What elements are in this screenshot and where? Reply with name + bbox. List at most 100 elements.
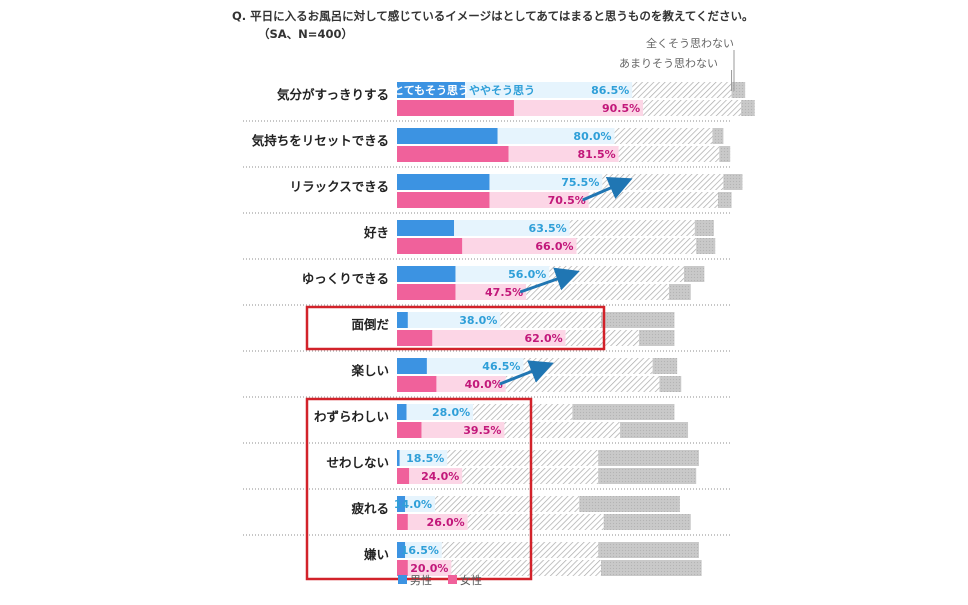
male-agree-total-label: 18.5% xyxy=(406,452,444,465)
male-agree-total-label: 16.5% xyxy=(401,544,439,557)
female-bar-not-at-all xyxy=(620,422,689,438)
male-bar-not-at-all xyxy=(598,450,699,466)
male-bar-very xyxy=(397,358,427,374)
male-bar-somewhat xyxy=(406,404,474,420)
male-bar-very xyxy=(397,450,400,466)
male-bar-very xyxy=(397,496,406,512)
female-agree-total-label: 40.0% xyxy=(465,378,503,391)
female-agree-total-label: 90.5% xyxy=(602,102,640,115)
male-bar-somewhat xyxy=(426,358,524,374)
trend-arrow xyxy=(582,176,633,202)
female-bar-not-at-all xyxy=(669,284,691,300)
category-label: 嫌い xyxy=(363,547,389,562)
male-bar-not-at-all xyxy=(579,496,680,512)
male-bar-not-at-all xyxy=(694,220,714,236)
male-bar-not-much xyxy=(632,82,732,98)
male-agree-total-label: 14.0% xyxy=(394,498,432,511)
female-agree-total-label: 66.0% xyxy=(535,240,573,253)
male-bar-somewhat xyxy=(497,128,615,144)
legend-label-female: 女性 xyxy=(460,573,482,587)
male-bar-very xyxy=(397,82,465,98)
male-bar-very xyxy=(397,174,490,190)
male-bar-very xyxy=(397,220,455,236)
category-label: 疲れる xyxy=(351,501,389,516)
male-agree-total-label: 46.5% xyxy=(482,360,520,373)
male-bar-not-much xyxy=(441,542,599,558)
female-bar-very xyxy=(397,192,490,208)
male-bar-somewhat xyxy=(407,312,501,328)
highlight-box xyxy=(305,305,606,351)
female-bar-somewhat xyxy=(407,560,452,576)
female-agree-total-label: 20.0% xyxy=(410,562,448,575)
female-bar-very xyxy=(397,100,514,116)
female-bar-not-much xyxy=(526,284,669,300)
male-bar-not-at-all xyxy=(683,266,705,282)
male-agree-total-label: 75.5% xyxy=(561,176,599,189)
male-bar-not-at-all xyxy=(572,404,675,420)
category-label: 楽しい xyxy=(350,363,389,378)
female-bar-somewhat xyxy=(513,100,644,116)
male-bar-very xyxy=(397,266,456,282)
male-bar-somewhat xyxy=(465,82,633,98)
female-bar-very xyxy=(397,238,463,254)
highlight-box xyxy=(305,397,533,581)
female-agree-total-label: 24.0% xyxy=(421,470,459,483)
male-bar-not-at-all xyxy=(652,358,678,374)
legend-swatch-male xyxy=(398,575,407,584)
male-bar-not-much xyxy=(473,404,573,420)
female-bar-not-at-all xyxy=(601,560,702,576)
female-bar-not-at-all xyxy=(659,376,682,392)
female-bar-somewhat xyxy=(421,422,505,438)
male-bar-not-much xyxy=(614,128,713,144)
female-agree-total-label: 47.5% xyxy=(485,286,523,299)
category-label: せわしない xyxy=(326,455,389,470)
male-agree-total-label: 38.0% xyxy=(459,314,497,327)
trend-arrow xyxy=(499,360,554,386)
female-agree-total-label: 39.5% xyxy=(463,424,501,437)
male-bar-not-much xyxy=(602,174,724,190)
category-label: 気持ちをリセットできる xyxy=(252,133,389,148)
female-agree-total-label: 81.5% xyxy=(578,148,616,161)
male-agree-total-label: 86.5% xyxy=(591,84,629,97)
male-bar-not-much xyxy=(447,450,599,466)
male-bar-somewhat xyxy=(454,220,570,236)
category-label: 面倒だ xyxy=(351,317,389,332)
female-bar-not-at-all xyxy=(717,192,732,208)
female-bar-not-much xyxy=(618,146,720,162)
male-bar-somewhat xyxy=(405,496,436,512)
category-label: リラックスできる xyxy=(290,179,389,194)
female-bar-not-at-all xyxy=(696,238,716,254)
female-bar-not-at-all xyxy=(719,146,731,162)
question-title: Q. 平日に入るお風呂に対して感じているイメージはとしてあてはまると思うものを教… xyxy=(232,9,754,23)
inbar-label-somewhat: ややそう思う xyxy=(469,84,535,97)
female-bar-not-much xyxy=(588,192,718,208)
trend-arrow xyxy=(519,267,580,294)
female-bar-very xyxy=(397,376,437,392)
male-bar-somewhat xyxy=(399,450,448,466)
female-bar-somewhat xyxy=(407,514,468,530)
category-label: 気分がすっきりする xyxy=(277,87,389,102)
male-bar-very xyxy=(397,404,407,420)
legend-label-male: 男性 xyxy=(410,573,432,587)
male-bar-somewhat xyxy=(489,174,603,190)
female-bar-somewhat xyxy=(409,468,463,484)
female-bar-not-much xyxy=(643,100,742,116)
female-bar-somewhat xyxy=(436,376,506,392)
question-subtitle: （SA、N=400） xyxy=(258,27,353,41)
female-bar-somewhat xyxy=(489,192,589,208)
male-bar-somewhat xyxy=(455,266,550,282)
male-bar-very xyxy=(397,542,406,558)
male-bar-not-at-all xyxy=(712,128,724,144)
female-bar-not-at-all xyxy=(639,330,675,346)
male-bar-not-much xyxy=(500,312,601,328)
male-bar-somewhat xyxy=(405,542,442,558)
female-agree-total-label: 62.0% xyxy=(524,332,562,345)
category-label: わずらわしい xyxy=(314,409,389,424)
female-bar-very xyxy=(397,468,410,484)
male-bar-not-at-all xyxy=(601,312,675,328)
female-bar-very xyxy=(397,422,422,438)
female-bar-not-much xyxy=(576,238,697,254)
female-bar-very xyxy=(397,146,509,162)
male-agree-total-label: 56.0% xyxy=(508,268,546,281)
